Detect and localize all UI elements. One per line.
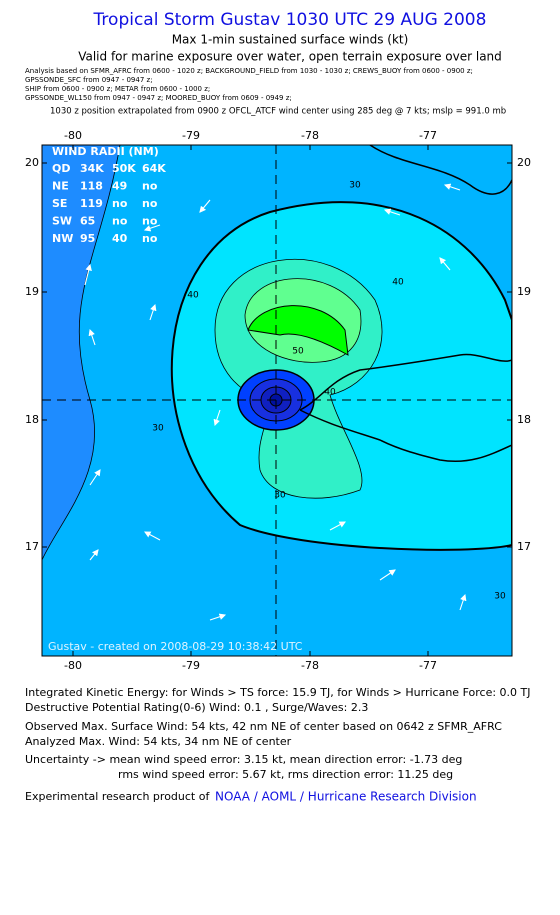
wind-radii-cell: 49 bbox=[112, 180, 127, 193]
product-note: Experimental research product of bbox=[25, 790, 210, 803]
x-tick-label: -80 bbox=[64, 129, 82, 142]
wind-radii-cell: SW bbox=[52, 215, 72, 228]
valid-note: Valid for marine exposure over water, op… bbox=[78, 50, 502, 64]
org-link[interactable]: NOAA / AOML / Hurricane Research Divisio… bbox=[215, 790, 477, 804]
footer-line: Analyzed Max. Wind: 54 kts, 34 nm NE of … bbox=[25, 735, 292, 748]
wind-radii-cell: SE bbox=[52, 197, 67, 210]
wind-radii-cell: NW bbox=[52, 232, 73, 245]
wind-radii-header: QD bbox=[52, 162, 70, 175]
axes: -80 -80 -79 -79 -78 -78 -77 -77 20 20 19 19 18 18 17 17 bbox=[25, 129, 531, 672]
x-tick-label: -79 bbox=[182, 129, 200, 142]
footer-line: Destructive Potential Rating(0-6) Wind: … bbox=[25, 701, 368, 714]
wind-radii-cell: no bbox=[142, 197, 158, 210]
contour-label: 50 bbox=[292, 347, 304, 357]
wind-radii-cell: 119 bbox=[80, 197, 103, 210]
contour-label: 30 bbox=[494, 592, 506, 602]
subtitle: Max 1-min sustained surface winds (kt) bbox=[172, 33, 409, 47]
wind-radii-cell: no bbox=[142, 232, 158, 245]
x-tick-label: -78 bbox=[301, 129, 319, 142]
contour-label: 30 bbox=[274, 491, 286, 501]
x-tick-label: -77 bbox=[419, 659, 437, 672]
wind-radii-cell: no bbox=[142, 215, 158, 228]
wind-radii-header: 64K bbox=[142, 162, 166, 175]
wind-radii-cell: no bbox=[112, 197, 128, 210]
credit: Gustav - created on 2008-08-29 10:38:42 … bbox=[48, 640, 303, 653]
x-tick-label: -78 bbox=[301, 659, 319, 672]
y-tick-label: 17 bbox=[25, 540, 39, 553]
y-tick-label: 18 bbox=[517, 413, 531, 426]
source: GPSSONDE_WL150 from 0947 - 0947 z; MOORE… bbox=[25, 94, 292, 102]
footer-line: Integrated Kinetic Energy: for Winds > T… bbox=[25, 686, 531, 699]
wind-radii-title: WIND RADII (NM) bbox=[52, 145, 159, 158]
wind-radii-cell: no bbox=[142, 180, 158, 193]
x-tick-label: -79 bbox=[182, 659, 200, 672]
footer-line: rms wind speed error: 5.67 kt, rms direc… bbox=[118, 768, 453, 781]
source: Analysis based on SFMR_AFRC from 0600 - … bbox=[25, 67, 473, 75]
contour-label: 30 bbox=[349, 181, 361, 191]
wind-radii-table: QD 34K 50K 64K NE 118 49 no SE 119 no no SW 65 no no NW 9… bbox=[52, 162, 166, 245]
y-tick-label: 18 bbox=[25, 413, 39, 426]
wind-radii-header: 34K bbox=[80, 162, 104, 175]
contour-label: 40 bbox=[392, 278, 404, 288]
contour-label: 40 bbox=[324, 388, 336, 398]
x-tick-label: -80 bbox=[64, 659, 82, 672]
wind-radii-cell: 95 bbox=[80, 232, 95, 245]
position-note: 1030 z position extrapolated from 0900 z… bbox=[50, 107, 506, 117]
footer-line: Uncertainty -> mean wind speed error: 3.… bbox=[25, 753, 462, 766]
source: GPSSONDE_SFC from 0947 - 0947 z; bbox=[25, 76, 153, 84]
wind-radii-cell: NE bbox=[52, 180, 69, 193]
contour-label: 30 bbox=[152, 424, 164, 434]
y-tick-label: 19 bbox=[517, 285, 531, 298]
y-tick-label: 20 bbox=[517, 156, 531, 169]
map-frame bbox=[41, 144, 513, 657]
wind-radii-cell: no bbox=[112, 215, 128, 228]
wind-radii-cell: 118 bbox=[80, 180, 103, 193]
y-tick-label: 20 bbox=[25, 156, 39, 169]
map bbox=[42, 145, 512, 656]
contour-label: 40 bbox=[187, 291, 199, 301]
wind-radii-cell: 40 bbox=[112, 232, 128, 245]
y-tick-label: 17 bbox=[517, 540, 531, 553]
x-tick-label: -77 bbox=[419, 129, 437, 142]
source: SHIP from 0600 - 0900 z; METAR from 0600… bbox=[25, 85, 210, 93]
footer-line: Observed Max. Surface Wind: 54 kts, 42 n… bbox=[25, 720, 502, 733]
title: Tropical Storm Gustav 1030 UTC 29 AUG 20… bbox=[93, 10, 487, 30]
wind-radii-header: 50K bbox=[112, 162, 136, 175]
y-tick-label: 19 bbox=[25, 285, 39, 298]
wind-radii-cell: 65 bbox=[80, 215, 95, 228]
